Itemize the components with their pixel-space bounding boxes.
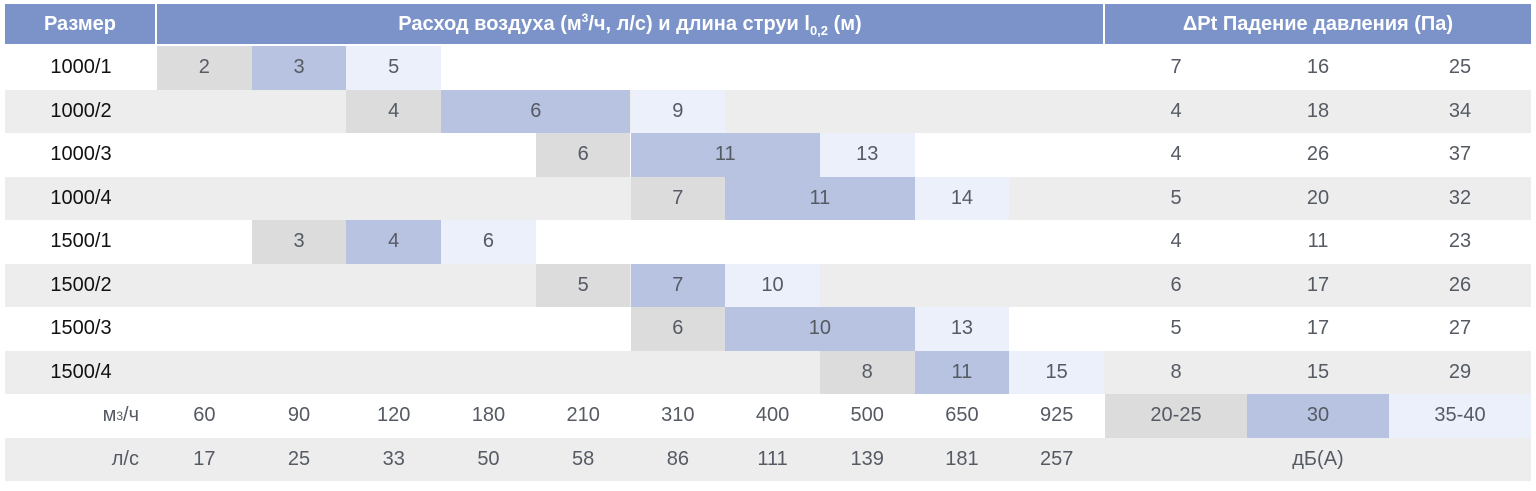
airflow-ls-value: 58 (572, 447, 595, 470)
size-column-header: Размер (5, 4, 155, 44)
row-size-label: 1500/4 (50, 360, 112, 383)
pressure-drop-cell: 32 (1448, 186, 1472, 209)
pressure-drop-cell: 37 (1448, 143, 1472, 166)
row-size-label: 1000/1 (50, 56, 112, 79)
jet-length-cell: 13 (819, 133, 915, 177)
jet-length-cell: 10 (725, 263, 820, 307)
jet-length-cell: 11 (914, 350, 1010, 394)
noise-level-cell: 20-25 (1105, 394, 1247, 438)
ls-unit-label: л/с (111, 447, 139, 470)
pressure-drop-cell: 8 (1170, 360, 1182, 383)
pressure-drop-cell: 5 (1170, 186, 1182, 209)
pressure-drop-cell: 4 (1170, 143, 1182, 166)
pressure-drop-cell: 17 (1306, 273, 1330, 296)
jet-length-cell: 3 (251, 220, 347, 264)
airflow-m3h-value: 180 (471, 404, 506, 427)
row-size-label: 1000/2 (50, 99, 112, 122)
row-size-label: 1500/1 (50, 230, 112, 253)
airflow-m3h-value: 60 (193, 404, 216, 427)
row-size-label: 1000/3 (50, 143, 112, 166)
size-column-header-label: Размер (43, 12, 117, 35)
pressure-drop-cell: 5 (1170, 317, 1182, 340)
pressure-drop-cell: 26 (1306, 143, 1330, 166)
pressure-drop-cell: 11 (1307, 230, 1329, 253)
airflow-m3h-value: 650 (945, 404, 979, 427)
noise-level-cell: 30 (1247, 394, 1389, 438)
jet-length-cell: 11 (725, 176, 915, 220)
jet-length-cell: 15 (1009, 350, 1104, 394)
jet-length-cell: 14 (914, 176, 1010, 220)
jet-length-cell: 5 (535, 263, 631, 307)
airflow-ls-value: 33 (382, 447, 405, 470)
airflow-m3h-value: 925 (1039, 404, 1074, 427)
airflow-ls-value: 181 (945, 447, 979, 470)
airflow-ls-value: 17 (193, 447, 216, 470)
pressure-drop-cell: 4 (1170, 230, 1182, 253)
row-stripe (5, 350, 1531, 394)
airflow-ls-value: 111 (757, 447, 788, 470)
row-size-label: 1500/3 (50, 317, 112, 340)
jet-length-cell: 4 (346, 89, 442, 133)
pressure-drop-cell: 25 (1448, 56, 1472, 79)
row-stripe (5, 89, 1531, 133)
pressure-drop-cell: 18 (1306, 99, 1330, 122)
noise-unit-label: дБ(А) (1292, 447, 1344, 470)
airflow-m3h-value: 500 (850, 404, 884, 427)
pressure-drop-cell: 29 (1448, 360, 1472, 383)
row-size-label: 1500/2 (50, 273, 112, 296)
pressure-drop-cell: 17 (1306, 317, 1330, 340)
pressure-drop-cell: 27 (1448, 317, 1472, 340)
airflow-column-header-title: Расход воздуха (м3/ч, л/с) и длина струи… (398, 10, 862, 38)
jet-length-cell: 4 (346, 220, 442, 264)
jet-length-cell: 10 (725, 307, 915, 351)
airflow-m3h-value: 90 (287, 404, 311, 427)
airflow-ls-value: 139 (850, 447, 884, 470)
jet-length-cell: 2 (157, 46, 252, 90)
pressure-drop-column-header: ΔPt Падение давления (Па) (1105, 4, 1531, 44)
airflow-ls-value: 257 (1039, 447, 1074, 470)
pressure-drop-cell: 26 (1448, 273, 1472, 296)
jet-length-cell: 3 (251, 46, 347, 90)
m3h-unit-label: м 3/ч (102, 404, 139, 427)
jet-length-cell: 8 (819, 350, 915, 394)
airflow-ls-value: 50 (477, 447, 500, 470)
pressure-drop-cell: 15 (1306, 360, 1330, 383)
pressure-drop-cell: 20 (1306, 186, 1330, 209)
airflow-ls-value: 86 (666, 447, 689, 470)
airflow-m3h-value: 120 (377, 404, 411, 427)
pressure-drop-cell: 34 (1448, 99, 1472, 122)
noise-level-cell: 35-40 (1389, 394, 1531, 438)
jet-length-cell: 6 (441, 220, 536, 264)
pressure-drop-cell: 6 (1170, 273, 1182, 296)
pressure-drop-cell: 23 (1448, 230, 1472, 253)
pressure-drop-cell: 7 (1170, 56, 1182, 79)
jet-length-cell: 7 (630, 176, 726, 220)
jet-length-cell: 7 (630, 263, 726, 307)
row-size-label: 1000/4 (50, 186, 112, 209)
jet-length-cell: 13 (914, 307, 1010, 351)
jet-length-cell: 11 (630, 133, 820, 177)
jet-length-cell: 6 (535, 133, 631, 177)
jet-length-cell: 5 (346, 46, 442, 90)
row-stripe (5, 437, 1531, 481)
airflow-column-header: Расход воздуха (м3/ч, л/с) и длина струи… (157, 4, 1103, 44)
pressure-drop-cell: 4 (1170, 99, 1182, 122)
airflow-m3h-value: 210 (566, 404, 600, 427)
jet-length-cell: 6 (441, 89, 631, 133)
airflow-m3h-value: 310 (661, 404, 695, 427)
jet-length-cell: 6 (630, 307, 726, 351)
jet-length-cell: 9 (630, 89, 726, 133)
airflow-ls-value: 25 (287, 447, 311, 470)
pressure-drop-column-header-title: ΔPt Падение давления (Па) (1182, 12, 1454, 35)
airflow-m3h-value: 400 (755, 404, 790, 427)
pressure-drop-cell: 16 (1306, 56, 1330, 79)
